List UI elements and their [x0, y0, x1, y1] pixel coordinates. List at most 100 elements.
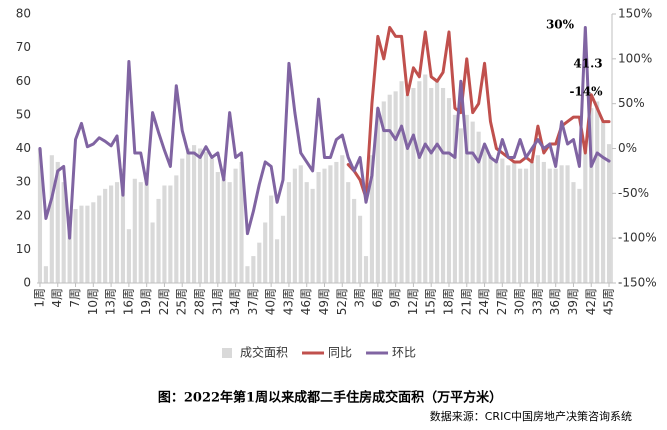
x-tick-label: 15周: [424, 288, 438, 315]
legend-swatch: [222, 348, 232, 358]
bar: [435, 81, 440, 283]
bar: [227, 182, 232, 283]
y2-tick-label: -100%: [618, 231, 657, 245]
legend-label: 环比: [392, 346, 416, 360]
bar: [470, 121, 475, 283]
bar: [405, 94, 410, 283]
x-tick-label: 39周: [566, 288, 580, 315]
x-tick-label: 21周: [459, 288, 473, 315]
bar: [440, 87, 446, 283]
x-tick-label: 42周: [584, 288, 598, 315]
bar: [340, 155, 345, 283]
x-tick-label: 1周: [32, 288, 46, 308]
bar: [518, 168, 523, 283]
bar: [571, 182, 576, 283]
bar: [399, 81, 404, 283]
bar: [186, 148, 191, 283]
x-tick-label: 18周: [441, 288, 455, 315]
x-tick-label: 13周: [104, 288, 118, 315]
bar: [286, 182, 292, 283]
x-tick-label: 6周: [370, 288, 384, 308]
bar: [541, 161, 546, 283]
bar: [346, 182, 351, 283]
bar: [387, 94, 392, 283]
bar: [523, 168, 529, 283]
x-tick-label: 46周: [299, 288, 313, 315]
line: [346, 25, 611, 200]
bar: [85, 205, 90, 283]
x-tick-label: 49周: [317, 288, 331, 315]
bar: [458, 128, 463, 283]
bar: [239, 161, 244, 283]
x-tick-label: 34周: [228, 288, 242, 315]
x-tick-label: 24周: [477, 288, 491, 315]
x-tick-label: 27周: [495, 288, 509, 315]
bar: [203, 151, 209, 283]
bar: [476, 131, 481, 283]
x-tick-label: 28周: [193, 288, 207, 315]
bar: [328, 165, 333, 283]
bar: [162, 185, 167, 283]
bar: [221, 178, 226, 283]
y2-tick-label: 150%: [618, 7, 652, 21]
bar: [363, 256, 369, 283]
x-tick-label: 52周: [335, 288, 349, 315]
bar: [55, 161, 60, 283]
bar: [357, 215, 363, 283]
bar: [577, 188, 582, 283]
x-tick-label: 25周: [175, 288, 189, 315]
bar: [583, 148, 588, 283]
bar: [482, 148, 487, 283]
bar: [156, 198, 161, 283]
x-tick-label: 33周: [530, 288, 544, 315]
bar: [606, 144, 612, 283]
bar: [73, 209, 78, 283]
bar: [97, 195, 102, 283]
bar: [132, 178, 137, 283]
bar: [559, 165, 564, 283]
line: [38, 25, 611, 240]
annotation: 41.3: [573, 57, 602, 71]
bar: [411, 87, 416, 283]
bar: [334, 161, 339, 283]
bar: [494, 161, 499, 283]
y-tick-label: 0: [23, 276, 31, 290]
bar: [114, 182, 120, 283]
bar: [310, 188, 315, 283]
bar: [381, 101, 386, 283]
bar: [429, 87, 434, 283]
x-tick-label: 16周: [121, 288, 135, 315]
x-tick-label: 22周: [157, 288, 171, 315]
bar: [369, 155, 374, 283]
x-tick-label: 9周: [388, 288, 402, 308]
legend-label: 成交面积: [240, 345, 288, 360]
x-tick-label: 40周: [264, 288, 278, 315]
bar: [417, 81, 422, 283]
bar: [79, 205, 84, 283]
y2-tick-label: 100%: [618, 51, 652, 65]
y-tick-label: 70: [16, 40, 31, 54]
bar: [589, 108, 594, 284]
y-tick-label: 10: [16, 242, 31, 256]
x-tick-label: 19周: [139, 288, 153, 315]
y2-tick-label: 0%: [618, 141, 637, 155]
bar: [304, 182, 309, 283]
bar: [245, 266, 250, 283]
y2-tick-label: 50%: [618, 96, 645, 110]
bar: [275, 239, 280, 283]
x-tick-label: 4周: [50, 288, 64, 308]
bar: [512, 161, 517, 283]
bar: [393, 91, 398, 284]
bar: [197, 148, 203, 283]
bar: [280, 215, 286, 283]
bar: [269, 195, 274, 283]
x-tick-label: 12周: [406, 288, 420, 315]
bar: [553, 168, 558, 283]
bar: [103, 188, 108, 283]
bar: [209, 158, 214, 283]
y-tick-label: 30: [16, 175, 31, 189]
x-tick-label: 43周: [281, 288, 295, 315]
bar: [150, 222, 155, 283]
bar: [144, 175, 149, 283]
